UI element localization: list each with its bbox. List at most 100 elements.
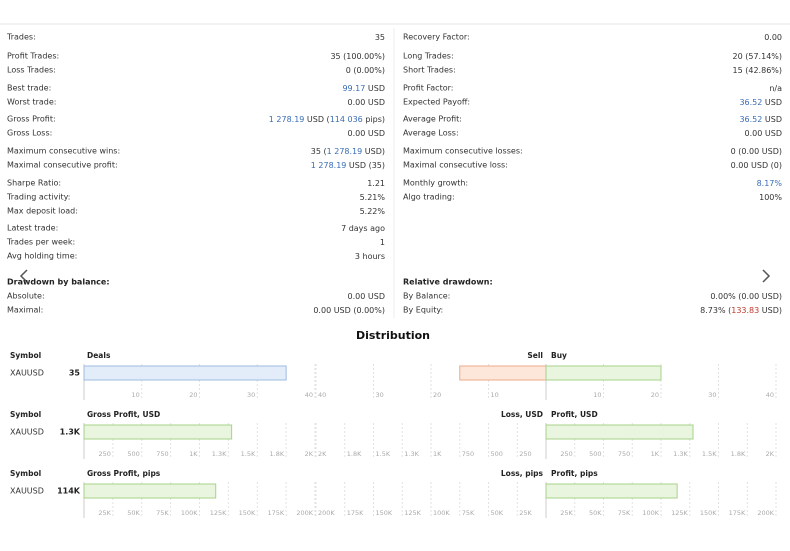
value-part: 0.00 USD xyxy=(745,129,782,138)
tick-label: 750 xyxy=(618,450,630,458)
value-part: 3 hours xyxy=(355,252,385,261)
stat-value: 35 (1 278.19 USD) xyxy=(311,147,385,156)
stat-value: 8.73% (133.83 USD) xyxy=(700,306,782,315)
value-part: 0.00 USD (0.00%) xyxy=(313,306,385,315)
tick-label: 100K xyxy=(433,509,450,517)
bar xyxy=(83,365,287,381)
value-part: 0 (0.00%) xyxy=(346,66,385,75)
tick-label: 1.8K xyxy=(270,450,285,458)
stat-value: 0.00% (0.00 USD) xyxy=(710,292,782,301)
tick-label: 40 xyxy=(305,391,313,399)
stat-label: Max deposit load: xyxy=(7,207,78,216)
symbol-header: Symbol xyxy=(10,351,41,360)
stat-value: 1.21 xyxy=(367,179,385,188)
stat-value: 99.17 USD xyxy=(342,84,385,93)
stat-value: 7 days ago xyxy=(341,224,385,233)
chart-title: Deals xyxy=(87,351,111,360)
prev-arrow[interactable] xyxy=(19,269,28,283)
stat-label: Monthly growth: xyxy=(403,179,468,188)
value-part: 35 (100.00%) xyxy=(330,52,385,61)
value-highlight: 8.17% xyxy=(757,179,783,188)
value-label: 35 xyxy=(69,369,81,378)
tick-label: 175K xyxy=(729,509,746,517)
stat-label: Maximal: xyxy=(7,306,43,315)
value-part: pips) xyxy=(363,115,385,124)
tick-label: 40 xyxy=(766,391,774,399)
split-left-title: Loss, pips xyxy=(501,469,544,478)
symbol: XAUUSD xyxy=(10,369,44,378)
value-highlight: 133.83 xyxy=(731,306,759,315)
tick-label: 2K xyxy=(766,450,775,458)
stat-label: Recovery Factor: xyxy=(403,33,470,42)
tick-label: 1K xyxy=(433,450,442,458)
bar-right xyxy=(545,483,678,499)
stat-value: 8.17% xyxy=(757,179,783,188)
value-label: 114K xyxy=(57,487,81,496)
stat-value: n/a xyxy=(769,84,782,93)
value-part: 35 xyxy=(375,33,385,42)
value-part: USD) xyxy=(759,306,782,315)
stat-label: Maximum consecutive losses: xyxy=(403,147,523,156)
value-part: 20 (57.14%) xyxy=(733,52,782,61)
stat-label: Trades per week: xyxy=(6,238,75,247)
value-part: 0.00 xyxy=(764,33,782,42)
stat-label: Average Loss: xyxy=(403,129,459,138)
stat-value: 0.00 USD (0.00%) xyxy=(313,306,385,315)
value-part: 7 days ago xyxy=(341,224,385,233)
value-part: 0 (0.00 USD) xyxy=(731,147,782,156)
next-arrow[interactable] xyxy=(762,269,771,283)
tick-label: 1.8K xyxy=(347,450,362,458)
split-right-title: Profit, USD xyxy=(551,410,598,419)
tick-label: 20 xyxy=(189,391,197,399)
stat-label: Best trade: xyxy=(7,84,51,93)
value-highlight: 99.17 xyxy=(342,84,365,93)
stat-value: 0.00 USD (0) xyxy=(731,161,782,170)
value-part: USD (35) xyxy=(346,161,385,170)
tick-label: 150K xyxy=(700,509,717,517)
stat-label: Short Trades: xyxy=(403,66,456,75)
stat-label: Profit Trades: xyxy=(7,52,59,61)
value-part: 0.00 USD (0) xyxy=(731,161,782,170)
value-part: 0.00 USD xyxy=(348,292,385,301)
symbol-header: Symbol xyxy=(10,410,41,419)
tick-label: 200K xyxy=(757,509,774,517)
tick-label: 1K xyxy=(189,450,198,458)
tick-label: 30 xyxy=(708,391,716,399)
tick-label: 10 xyxy=(131,391,139,399)
tick-label: 125K xyxy=(671,509,688,517)
tick-label: 100K xyxy=(642,509,659,517)
tick-label: 25K xyxy=(560,509,573,517)
bar-right xyxy=(545,365,662,381)
split-left-title: Sell xyxy=(527,351,543,360)
tick-label: 500 xyxy=(589,450,601,458)
tick-label: 500 xyxy=(491,450,503,458)
value-highlight: 36.52 xyxy=(739,98,762,107)
tick-label: 125K xyxy=(210,509,227,517)
stat-label: Profit Factor: xyxy=(403,84,453,93)
value-highlight: 1 278.19 xyxy=(269,115,305,124)
tick-label: 50K xyxy=(491,509,504,517)
symbol: XAUUSD xyxy=(10,428,44,437)
tick-label: 20 xyxy=(433,391,441,399)
stat-label: By Equity: xyxy=(403,306,443,315)
tick-label: 1.3K xyxy=(404,450,419,458)
value-part: 8.73% ( xyxy=(700,306,731,315)
value-highlight: 36.52 xyxy=(739,115,762,124)
tick-label: 40 xyxy=(318,391,326,399)
stat-label: Gross Profit: xyxy=(7,115,56,124)
value-part: 0.00 USD xyxy=(348,98,385,107)
bar-right xyxy=(545,424,694,440)
tick-label: 50K xyxy=(127,509,140,517)
value-highlight: 1 278.19 xyxy=(311,161,347,170)
stat-value: 36.52 USD xyxy=(739,98,782,107)
stat-value: 100% xyxy=(759,193,782,202)
stat-value: 15 (42.86%) xyxy=(733,66,782,75)
tick-label: 750 xyxy=(462,450,474,458)
tick-label: 1.5K xyxy=(376,450,391,458)
stat-label: Maximal consecutive profit: xyxy=(7,161,118,170)
tick-label: 1.3K xyxy=(673,450,688,458)
stat-value: 5.21% xyxy=(360,193,386,202)
tick-label: 150K xyxy=(376,509,393,517)
tick-label: 250 xyxy=(560,450,572,458)
stat-label: Absolute: xyxy=(7,292,45,301)
